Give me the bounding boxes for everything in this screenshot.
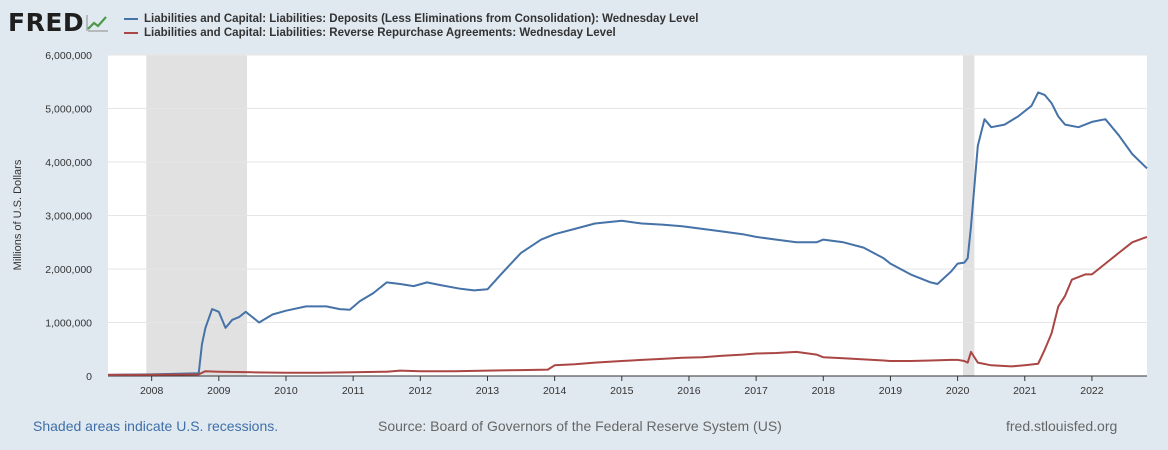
- site-link[interactable]: fred.stlouisfed.org: [1006, 418, 1118, 434]
- chart-legend: Liabilities and Capital: Liabilities: De…: [124, 12, 698, 40]
- x-tick-label: 2018: [812, 385, 836, 397]
- legend-item-deposits[interactable]: Liabilities and Capital: Liabilities: De…: [124, 12, 698, 26]
- legend-swatch-reverse-repo: [124, 32, 138, 34]
- recession-note: Shaded areas indicate U.S. recessions.: [33, 418, 279, 434]
- fred-logo-text: FRED: [8, 8, 85, 37]
- y-tick-label: 6,000,000: [45, 50, 92, 62]
- legend-item-reverse-repo[interactable]: Liabilities and Capital: Liabilities: Re…: [124, 26, 698, 40]
- x-tick-label: 2012: [409, 385, 433, 397]
- x-tick-label: 2011: [342, 385, 365, 397]
- x-tick-label: 2009: [207, 385, 231, 397]
- legend-swatch-deposits: [124, 18, 138, 20]
- x-tick-label: 2022: [1080, 385, 1104, 397]
- x-tick-label: 2017: [744, 385, 768, 397]
- x-tick-label: 2015: [610, 385, 634, 397]
- y-tick-label: 5,000,000: [45, 104, 92, 116]
- y-tick-label: 3,000,000: [45, 211, 92, 223]
- x-tick-label: 2008: [140, 385, 164, 397]
- x-tick-label: 2020: [946, 385, 970, 397]
- y-tick-label: 1,000,000: [45, 318, 92, 330]
- series-line-0[interactable]: [107, 91, 1148, 376]
- x-tick-label: 2013: [476, 385, 500, 397]
- x-tick-label: 2014: [543, 385, 567, 397]
- fred-logo[interactable]: FRED: [8, 8, 111, 37]
- y-tick-label: 2,000,000: [45, 264, 92, 276]
- legend-label-reverse-repo: Liabilities and Capital: Liabilities: Re…: [144, 27, 616, 39]
- chart-svg: 0 1,000,000 2,000,000 3,000,000 4,000,000 5,0…: [45, 50, 1148, 397]
- x-tick-label: 2010: [274, 385, 298, 397]
- chart-line-icon: [86, 13, 111, 32]
- y-tick-label: 0: [86, 371, 92, 383]
- legend-label-deposits: Liabilities and Capital: Liabilities: De…: [144, 13, 699, 25]
- x-tick-label: 2021: [1013, 385, 1037, 397]
- series-line-1[interactable]: [107, 235, 1148, 376]
- source-text: Source: Board of Governors of the Federa…: [378, 418, 782, 434]
- x-tick-label: 2016: [677, 385, 701, 397]
- y-tick-label: 4,000,000: [45, 157, 92, 169]
- x-tick-label: 2019: [879, 385, 903, 397]
